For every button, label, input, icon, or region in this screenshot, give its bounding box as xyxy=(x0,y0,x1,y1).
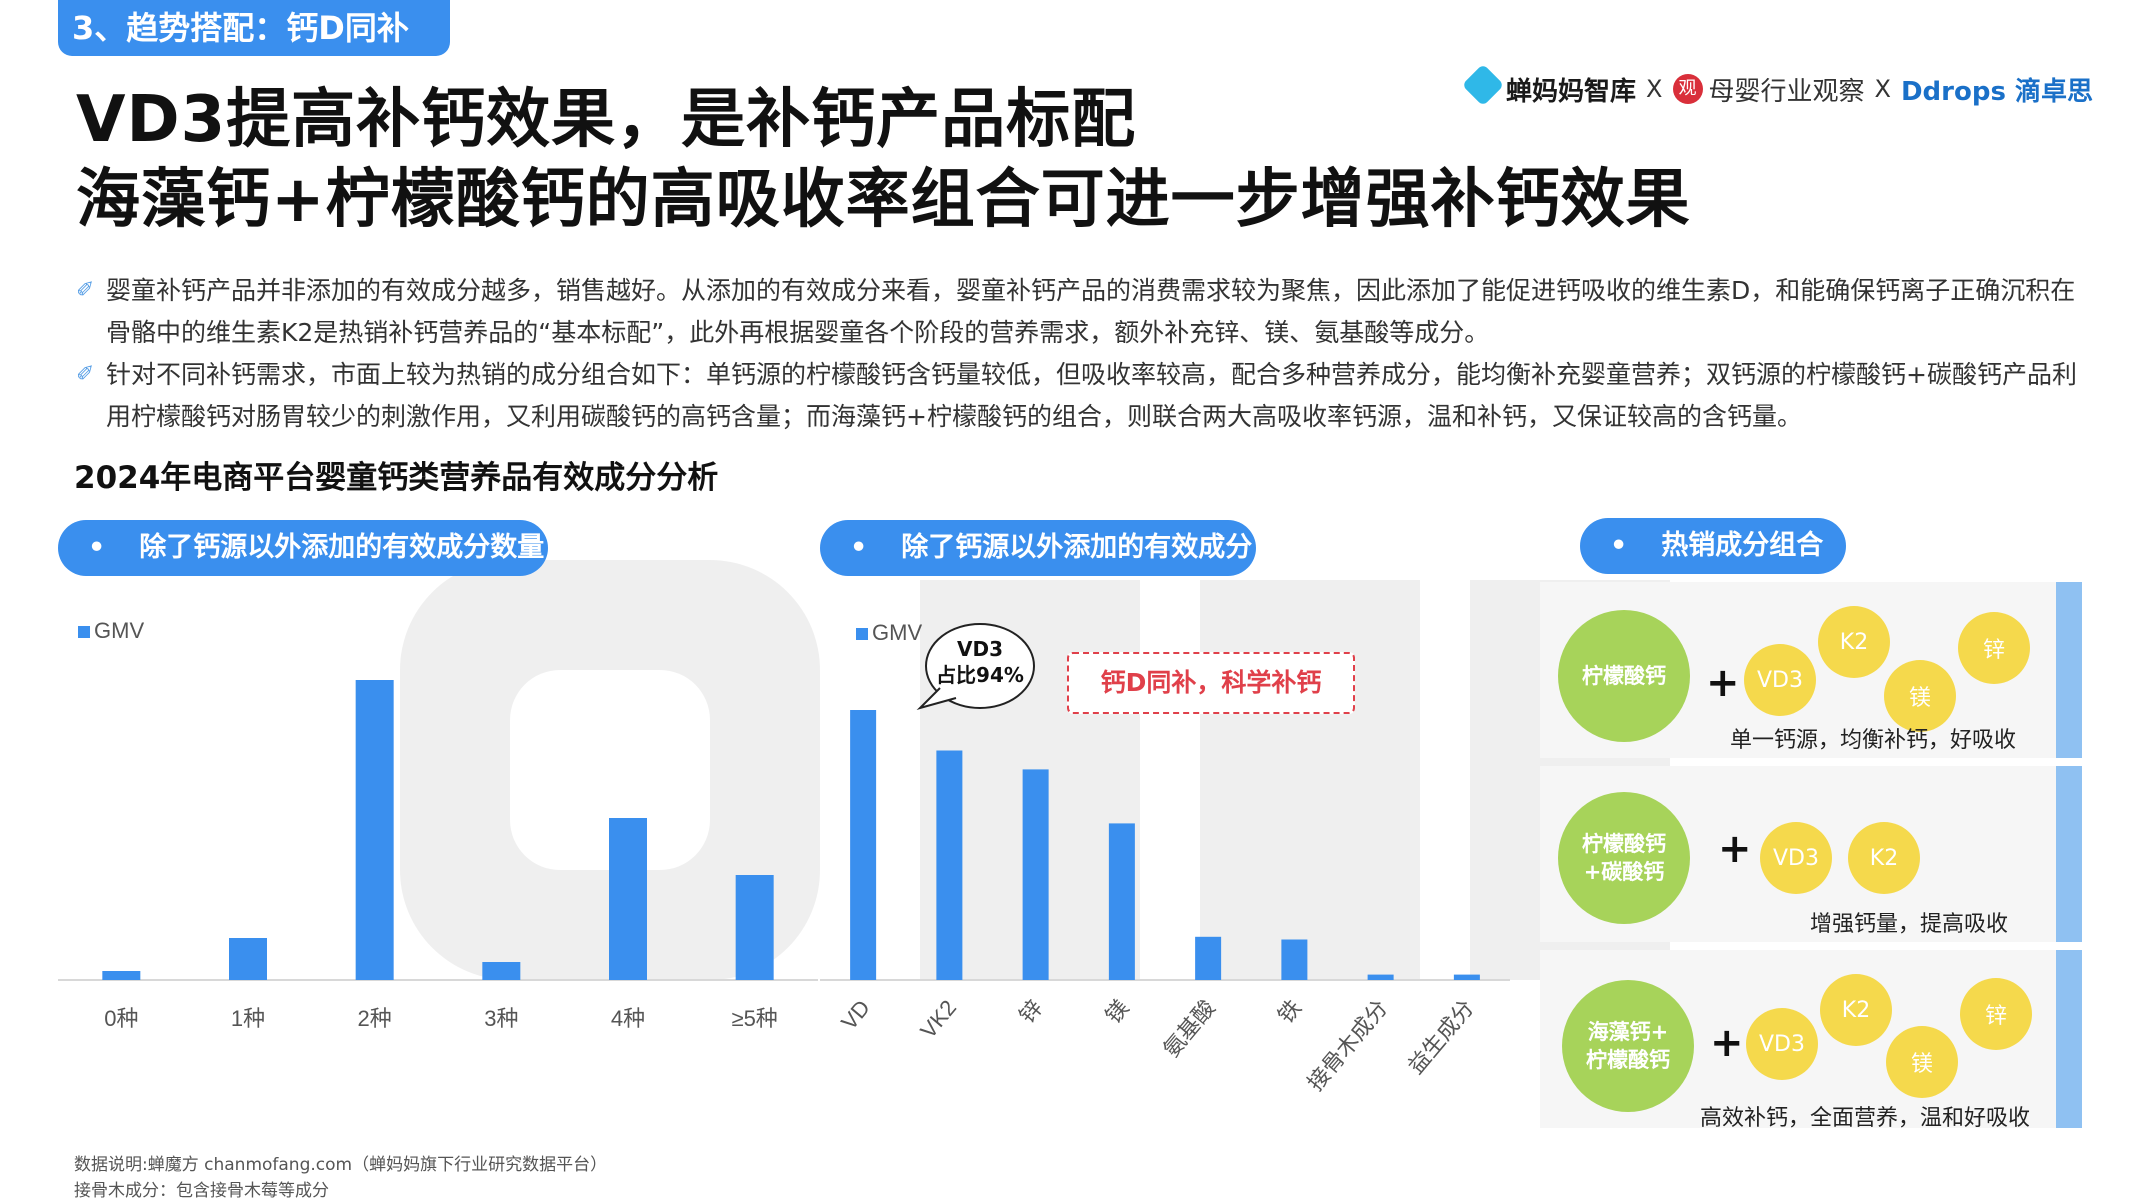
bar xyxy=(1281,939,1308,980)
vd3-bubble-line1: VD3 xyxy=(957,637,1003,661)
x-tick-label: 接骨木成分 xyxy=(1303,995,1393,1095)
muying-logo: 观母婴行业观察 xyxy=(1672,71,1865,108)
combo-item-circle: K2 xyxy=(1820,974,1892,1046)
combo-caption: 高效补钙，全面营养，温和好吸收 xyxy=(1700,1106,2031,1131)
x-tick-label: 锌 xyxy=(1014,995,1047,1028)
plus-sign: + xyxy=(1718,826,1752,872)
x-tick-label: 氨基酸 xyxy=(1158,995,1220,1062)
combo-item-circle: K2 xyxy=(1848,822,1920,894)
plus-sign: + xyxy=(1706,660,1740,706)
bar xyxy=(102,971,141,980)
combo-item-circle: VD3 xyxy=(1744,644,1816,716)
legend-swatch xyxy=(78,626,90,638)
pill-count: • 除了钙源以外添加的有效成分数量 xyxy=(58,520,548,576)
bar xyxy=(1022,769,1049,980)
vd3-bubble: VD3 占比94% xyxy=(916,622,1036,712)
bar xyxy=(1367,974,1394,980)
pencil-icon: ✐ xyxy=(76,362,95,387)
muying-logo-icon: 观 xyxy=(1672,74,1703,104)
section-tag: 3、趋势搭配：钙D同补 xyxy=(58,0,450,56)
x-tick-label: 4种 xyxy=(611,1006,645,1031)
x-tick-label: VK2 xyxy=(915,995,961,1043)
combo-item-circle: 镁 xyxy=(1884,660,1956,732)
pill-ingredients: • 除了钙源以外添加的有效成分 xyxy=(820,520,1256,576)
callout-box: 钙D同补，科学补钙 xyxy=(1067,652,1355,714)
bar xyxy=(1195,936,1222,980)
combo-panel-2: 柠檬酸钙 +碳酸钙 + VD3 K2 增强钙量，提高吸收 xyxy=(1540,766,2082,942)
bar xyxy=(609,818,647,980)
headline-line2: 海藻钙+柠檬酸钙的高吸收率组合可进一步增强补钙效果 xyxy=(76,163,1691,237)
x-tick-label: VD xyxy=(836,995,875,1034)
footnote: 接骨木成分：包含接骨木莓等成分 xyxy=(74,1181,329,1201)
x-tick-label: ≥5种 xyxy=(732,1006,778,1031)
x-tick-label: 镁 xyxy=(1100,995,1133,1028)
combo-panel-1: 柠檬酸钙 + VD3 K2 镁 锌 单一钙源，均衡补钙，好吸收 xyxy=(1540,582,2082,758)
combo-main-circle: 海藻钙+ 柠檬酸钙 xyxy=(1562,980,1694,1112)
chart-count-svg: GMV 0种 1种 2种 3种 4种 ≥5种 xyxy=(58,618,818,1031)
x-tick-label: 2种 xyxy=(358,1006,392,1031)
headline: VD3提高补钙效果，是补钙产品标配 海藻钙+柠檬酸钙的高吸收率组合可进一步增强补… xyxy=(76,80,1691,240)
bar xyxy=(1453,974,1480,980)
chart-count: GMV 0种 1种 2种 3种 4种 ≥5种 xyxy=(58,600,818,1040)
plus-sign: + xyxy=(1710,1020,1744,1066)
legend-label: GMV xyxy=(94,618,144,643)
legend-swatch xyxy=(856,628,868,640)
bar xyxy=(355,680,394,980)
combo-item-circle: VD3 xyxy=(1746,1008,1818,1080)
panel-side-bar xyxy=(2056,766,2082,942)
legend-label: GMV xyxy=(872,620,922,645)
chanmama-logo: 蝉妈妈智库 xyxy=(1461,63,1636,108)
speech-bubble-shape xyxy=(916,623,1035,710)
chart-ingredients-svg: GMV VD VK2 锌 镁氨基酸 铁接骨木成分 益生成分 xyxy=(820,620,1510,1095)
bullet-item: ✐ 针对不同补钙需求，市面上较为热销的成分组合如下：单钙源的柠檬酸钙含钙量较低，… xyxy=(76,354,2096,438)
combo-main-circle: 柠檬酸钙 xyxy=(1558,610,1690,742)
combo-item-circle: 镁 xyxy=(1886,1026,1958,1098)
combo-main-circle: 柠檬酸钙 +碳酸钙 xyxy=(1558,792,1690,924)
panel-side-bar xyxy=(2056,950,2082,1128)
bar xyxy=(850,710,877,980)
bar xyxy=(1108,823,1135,980)
chart-ingredients: GMV VD VK2 锌 镁氨基酸 铁接骨木成分 益生成分 xyxy=(820,600,1520,1110)
ddrops-logo: Ddrops 滴卓思 xyxy=(1900,76,2093,107)
headline-line1: VD3提高补钙效果，是补钙产品标配 xyxy=(76,83,1137,157)
vd3-bubble-line2: 占比94% xyxy=(936,663,1024,687)
combo-item-circle: 锌 xyxy=(1958,612,2030,684)
combo-item-circle: K2 xyxy=(1818,606,1890,678)
x-tick-label: 0种 xyxy=(104,1006,138,1031)
combo-caption: 增强钙量，提高吸收 xyxy=(1810,912,2009,937)
combo-caption: 单一钙源，均衡补钙，好吸收 xyxy=(1730,728,2017,753)
bullet-list: ✐ 婴童补钙产品并非添加的有效成分越多，销售越好。从添加的有效成分来看，婴童补钙… xyxy=(76,270,2096,438)
data-note: 数据说明:蝉魔方 chanmofang.com（蝉妈妈旗下行业研究数据平台） xyxy=(74,1155,608,1175)
panel-side-bar xyxy=(2056,582,2082,758)
bullet-item: ✐ 婴童补钙产品并非添加的有效成分越多，销售越好。从添加的有效成分来看，婴童补钙… xyxy=(76,270,2096,354)
x-tick-label: 铁 xyxy=(1273,995,1306,1028)
combo-item-circle: VD3 xyxy=(1760,822,1832,894)
pencil-icon: ✐ xyxy=(76,278,95,303)
bar xyxy=(229,938,267,980)
bar xyxy=(482,962,521,980)
bar xyxy=(936,750,963,980)
logo-separator: X xyxy=(1646,75,1663,103)
section-title: 2024年电商平台婴童钙类营养品有效成分分析 xyxy=(74,460,719,496)
bar xyxy=(735,875,774,980)
logo-separator: X xyxy=(1874,75,1891,103)
x-tick-label: 3种 xyxy=(484,1006,518,1031)
combo-item-circle: 锌 xyxy=(1960,978,2032,1050)
x-tick-label: 益生成分 xyxy=(1403,995,1479,1078)
x-tick-label: 1种 xyxy=(231,1006,265,1031)
pill-combos: • 热销成分组合 xyxy=(1580,518,1846,574)
combo-panel-3: 海藻钙+ 柠檬酸钙 + VD3 K2 镁 锌 高效补钙，全面营养，温和好吸收 xyxy=(1540,950,2082,1131)
partner-logos: 蝉妈妈智库 X 观母婴行业观察 X Ddrops 滴卓思 xyxy=(1461,63,2093,108)
